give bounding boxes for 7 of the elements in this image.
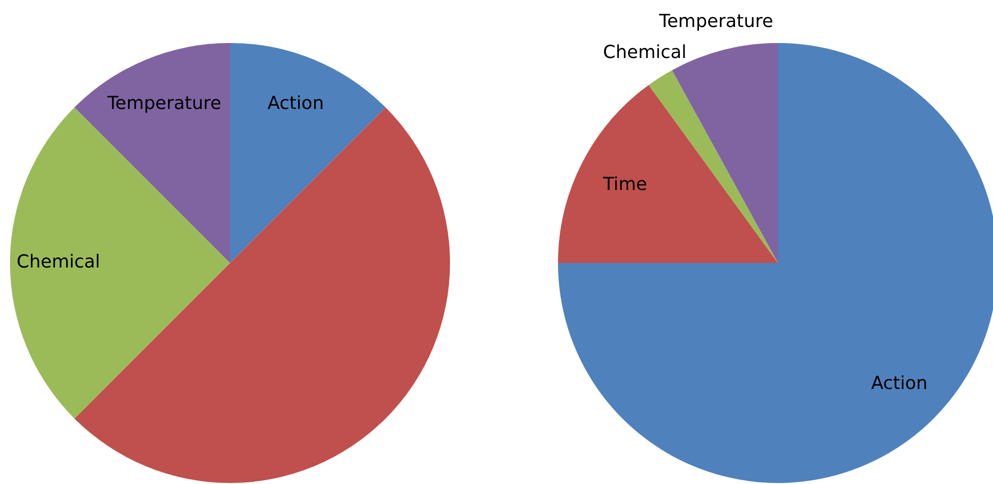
slice-label: Chemical <box>603 42 687 63</box>
slice-label: Temperature <box>658 10 774 32</box>
slice-label: Action <box>871 373 928 394</box>
slice-label: Chemical <box>16 252 100 273</box>
slice-label: Time <box>602 174 648 195</box>
slice-label: Action <box>267 93 324 114</box>
slice-label: Temperature <box>106 93 222 114</box>
